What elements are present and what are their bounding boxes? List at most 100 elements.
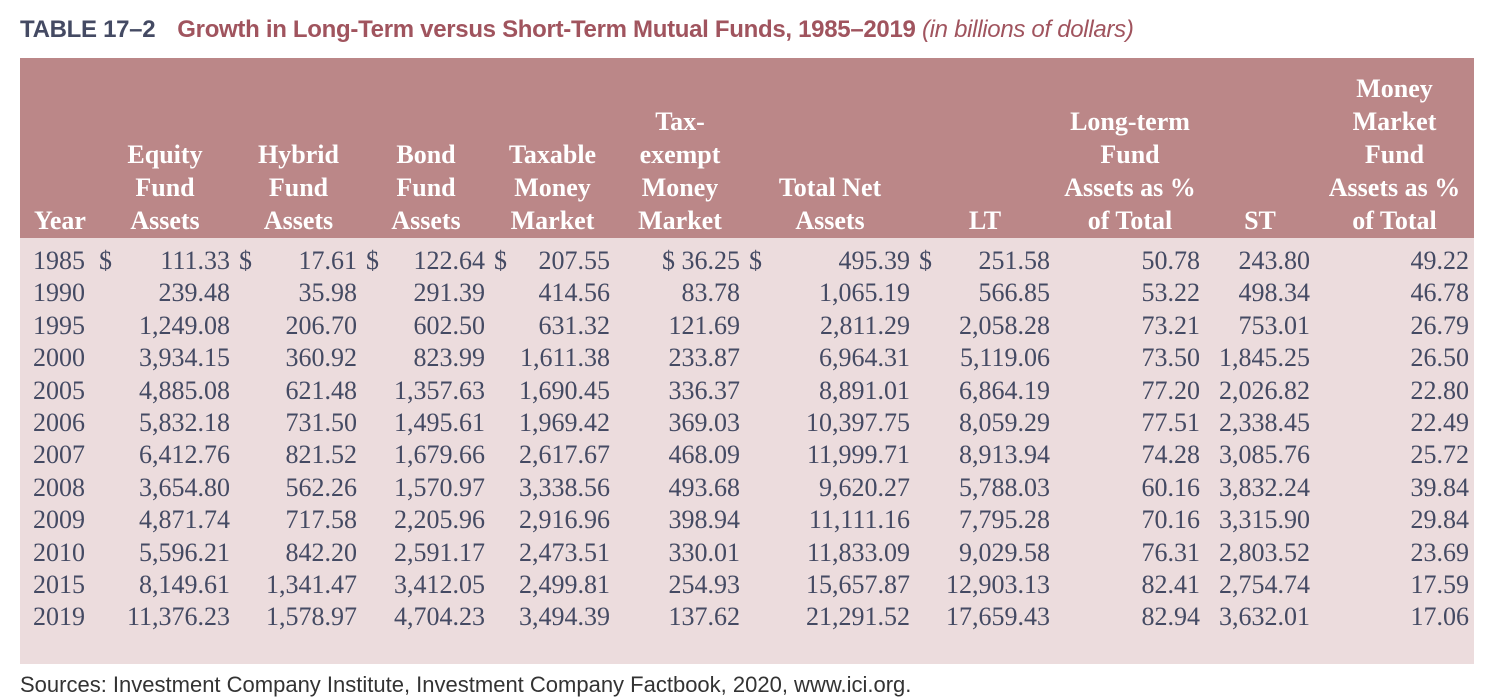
value-cell: 566.85 (915, 277, 1055, 309)
cell-value: 243.80 (1238, 246, 1311, 275)
cell-value: 1990 (33, 278, 85, 308)
value-cell: 842.20 (235, 537, 362, 569)
value-cell: 46.78 (1315, 277, 1474, 309)
value-cell: 631.32 (490, 310, 615, 342)
cell-value: 39.84 (1410, 472, 1470, 502)
cell-value: 842.20 (285, 537, 358, 567)
cell-value: 15,657.87 (806, 570, 910, 600)
cell-value: 717.58 (285, 505, 358, 535)
value-cell: 60.16 (1055, 472, 1205, 504)
value-cell: $207.55 (490, 238, 615, 277)
table-title: TABLE 17–2 Growth in Long-Term versus Sho… (20, 16, 1134, 44)
cell-value: 562.26 (285, 472, 358, 502)
value-cell: 3,085.76 (1205, 439, 1315, 471)
value-cell: 1,495.61 (362, 407, 490, 439)
value-cell: 7,795.28 (915, 504, 1055, 536)
cell-value: 498.34 (1238, 278, 1311, 308)
cell-value: 25.72 (1410, 440, 1470, 470)
cell-value: 2015 (33, 570, 85, 600)
cell-value: 17.59 (1410, 570, 1470, 600)
value-cell: 1,611.38 (490, 342, 615, 374)
cell-value: 23.69 (1410, 537, 1470, 567)
value-cell: $122.64 (362, 238, 490, 277)
value-cell: 9,620.27 (745, 472, 915, 504)
cell-value: 4,885.08 (139, 375, 230, 405)
column-header-line: Year (34, 206, 86, 235)
value-cell: 39.84 (1315, 472, 1474, 504)
cell-value: 2000 (33, 343, 85, 373)
cell-value: 12,903.13 (946, 570, 1050, 600)
table-number: TABLE 17–2 (20, 16, 156, 43)
value-cell: $111.33 (95, 238, 235, 277)
cell-value: 753.01 (1238, 310, 1311, 340)
cell-value: 82.94 (1141, 602, 1201, 632)
value-cell: 360.92 (235, 342, 362, 374)
value-cell: 53.22 (1055, 277, 1205, 309)
value-cell: 2,916.96 (490, 504, 615, 536)
value-cell: 22.49 (1315, 407, 1474, 439)
value-cell: 1,570.97 (362, 472, 490, 504)
value-cell: 2,499.81 (490, 569, 615, 601)
value-cell: 239.48 (95, 277, 235, 309)
value-cell: 77.51 (1055, 407, 1205, 439)
value-cell: 2,811.29 (745, 310, 915, 342)
column-header-line: Hybrid (258, 140, 339, 169)
column-header-line: Market (638, 206, 722, 235)
value-cell: 8,891.01 (745, 375, 915, 407)
cell-value: 2006 (33, 408, 85, 438)
cell-value: 1995 (33, 310, 85, 340)
cell-value: 239.48 (158, 278, 231, 308)
cell-value: 26.79 (1410, 310, 1470, 340)
value-cell: 1,065.19 (745, 277, 915, 309)
value-cell: $251.58 (915, 238, 1055, 277)
cell-value: 291.39 (413, 278, 486, 308)
cell-value: 2,617.67 (519, 440, 610, 470)
data-table-container: Year Equity Fund Assets Hybrid Fund Assets Bond… (20, 58, 1474, 664)
value-cell: 83.78 (615, 277, 745, 309)
value-cell: 206.70 (235, 310, 362, 342)
cell-value: 11,111.16 (808, 505, 910, 535)
cell-value: 73.50 (1141, 343, 1201, 373)
year-cell: 1995 (20, 310, 95, 342)
value-cell: 823.99 (362, 342, 490, 374)
value-cell: 2,205.96 (362, 504, 490, 536)
value-cell: 3,315.90 (1205, 504, 1315, 536)
value-cell: 3,494.39 (490, 601, 615, 633)
column-header-line: Assets (795, 206, 865, 235)
cell-value: 2,205.96 (394, 505, 485, 535)
cell-value: 9,029.58 (959, 537, 1050, 567)
cell-value: 11,833.09 (806, 537, 910, 567)
cell-value: 731.50 (285, 408, 358, 438)
column-header-line: of Total (1087, 206, 1173, 235)
value-cell: 291.39 (362, 277, 490, 309)
cell-value: 3,412.05 (394, 570, 485, 600)
cell-value: 1,845.25 (1219, 343, 1310, 373)
cell-value: 3,315.90 (1219, 505, 1310, 535)
value-cell: 3,338.56 (490, 472, 615, 504)
column-header: Bond Fund Assets (362, 58, 490, 238)
value-cell: 17.06 (1315, 601, 1474, 633)
table-row: 2009 4,871.74 717.58 2,205.96 2,916.96 398.94… (20, 504, 1474, 536)
value-cell: 369.03 (615, 407, 745, 439)
value-cell: $ 36.25 (615, 238, 745, 277)
value-cell: 602.50 (362, 310, 490, 342)
dollar-sign: $ (239, 246, 252, 275)
value-cell: 2,338.45 (1205, 407, 1315, 439)
year-cell: 2019 (20, 601, 95, 633)
column-header-line: Market (1352, 107, 1437, 136)
cell-value: 1,578.97 (266, 602, 357, 632)
year-cell: 2006 (20, 407, 95, 439)
column-header: Equity Fund Assets (95, 58, 235, 238)
column-header-line: Money (641, 173, 719, 202)
column-header-line: Bond (396, 140, 456, 169)
cell-value: 2007 (33, 440, 85, 470)
value-cell: 26.79 (1315, 310, 1474, 342)
cell-value: 2009 (33, 505, 85, 535)
table-unit: (in billions of dollars) (921, 16, 1134, 43)
column-header-line: Assets (263, 206, 334, 235)
column-header-line: Assets as % (1064, 173, 1196, 202)
column-header-line: Fund (396, 173, 456, 202)
cell-value: 11,999.71 (806, 440, 910, 470)
value-cell: 2,754.74 (1205, 569, 1315, 601)
value-cell: 17.59 (1315, 569, 1474, 601)
